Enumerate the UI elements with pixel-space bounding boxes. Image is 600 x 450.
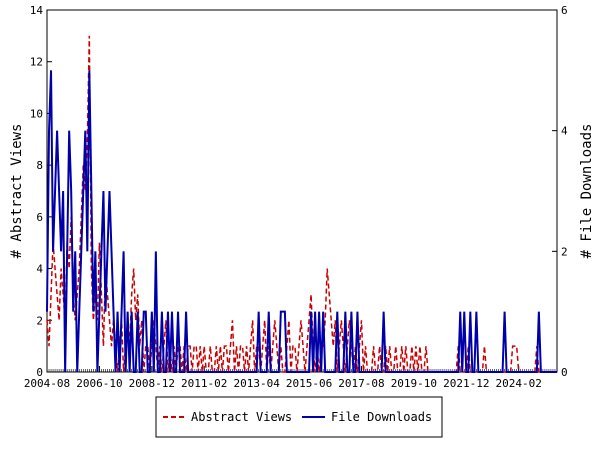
y2-tick-label: 0 [561,366,568,379]
legend-box [155,396,443,438]
series-layer [46,35,557,373]
y-tick-label: 2 [36,314,43,327]
x-tick-label: 2013-04 [233,377,280,390]
y2-axis-title: # File Downloads [579,124,595,259]
x-tick-label: 2008-12 [129,377,175,390]
y-tick-label: 6 [36,211,43,224]
y-tick-label: 12 [30,56,43,69]
legend-label-file-downloads: File Downloads [331,410,432,424]
x-tick-label: 2004-08 [24,377,70,390]
series-line-file-downloads [46,70,557,373]
x-tick-label: 2015-06 [286,377,332,390]
y2-tick-label: 6 [561,4,568,17]
y-tick-label: 0 [36,366,43,379]
y-tick-label: 14 [30,4,44,17]
x-tick-label: 2006-10 [76,377,122,390]
x-tick-label: 2017-08 [338,377,384,390]
x-tick-label: 2021-12 [443,377,489,390]
y2-tick-label: 2 [561,245,568,258]
y-tick-label: 10 [30,107,43,120]
x-tick-label: 2024-02 [496,377,542,390]
y-tick-label: 4 [36,263,43,276]
x-tick-label: 2011-02 [181,377,227,390]
y-axis-title: # Abstract Views [9,124,25,259]
y-tick-label: 8 [36,159,43,172]
legend-label-abstract-views: Abstract Views [191,410,292,424]
x-tick-label: 2019-10 [391,377,437,390]
legend: Abstract Views File Downloads [155,396,443,438]
y2-tick-label: 4 [561,125,568,138]
